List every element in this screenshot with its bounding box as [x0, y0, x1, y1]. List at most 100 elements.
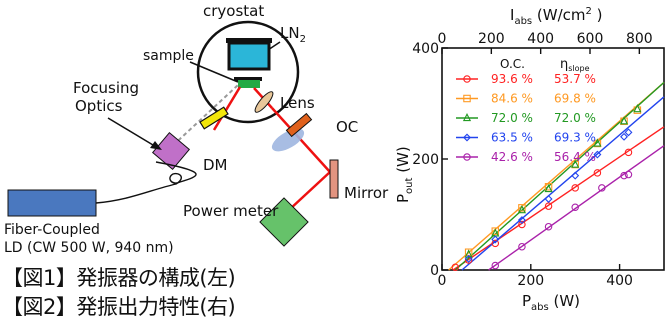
legend-eta-value: 53.7 % [554, 72, 596, 86]
legend-swatch-marker [463, 75, 471, 83]
series-fit-line-2 [448, 81, 665, 271]
laser-setup-diagram: cryostat LN2 sample DM Lens OC Mirror Po… [4, 2, 389, 256]
focusing-leader [107, 117, 159, 149]
ld-label-1: Fiber-Coupled [4, 222, 100, 238]
legend-header-eta: ηslope [560, 57, 590, 73]
x-tick-label: 0 [438, 273, 447, 289]
series-1-point [451, 263, 460, 271]
series-1-point [624, 148, 633, 157]
output-coupler-lens [271, 128, 305, 152]
y-tick-label: 0 [430, 263, 439, 279]
cryostat-label: cryostat [203, 2, 264, 20]
series-fit-line-4 [461, 96, 665, 271]
focusing-optics-label-1: Focusing [73, 79, 139, 97]
sample-chip [238, 80, 260, 88]
series-2-point [491, 227, 500, 235]
legend-oc-value: 63.5 % [491, 131, 533, 145]
top-tick-label: 800 [626, 31, 653, 47]
series-3-point [571, 159, 580, 168]
legend-swatch-marker [463, 153, 471, 161]
ln2-leader [267, 41, 281, 51]
legend-swatch-marker [462, 112, 472, 122]
dichroic-mirror [199, 106, 229, 130]
series-1-point [544, 202, 553, 210]
series-1-point [518, 220, 526, 229]
legend-oc-value: 84.6 % [491, 92, 533, 106]
series-fit-line-5 [488, 145, 665, 271]
legend-header-oc: O.C. [500, 57, 525, 71]
legend-eta-value: 69.8 % [554, 92, 596, 106]
series-fit-line-1 [452, 126, 665, 271]
series-3-point [464, 249, 473, 258]
series-4-point [544, 194, 553, 203]
x-axis-label: Pabs (W) [522, 292, 580, 313]
legend-eta-value: 69.3 % [554, 131, 596, 145]
y-tick-label: 200 [412, 152, 439, 168]
focusing-optics [151, 131, 191, 171]
output-coupler [285, 112, 313, 138]
top-axis-label: Iabs (W/cm2 ) [510, 6, 603, 27]
top-tick-label: 600 [577, 31, 604, 47]
series-5-point [598, 184, 606, 192]
lens-label: Lens [280, 94, 315, 112]
y-axis-label: Pout (W) [394, 146, 415, 203]
series-3-point [633, 104, 642, 113]
ln2-reservoir [227, 41, 271, 71]
series-5-point [491, 261, 500, 270]
series-3-point [517, 205, 527, 214]
sample-leader [189, 61, 239, 83]
ln2-label: LN2 [280, 24, 306, 45]
series-4-point [491, 235, 500, 244]
oc-label: OC [336, 118, 358, 136]
ld-label-2: LD (CW 500 W, 940 nm) [4, 240, 174, 256]
figure-1-caption: 【図1】発振器の構成(左) [2, 266, 236, 290]
series-4-point [624, 128, 633, 137]
dm-label: DM [203, 156, 228, 174]
top-tick-label: 200 [478, 31, 505, 47]
focusing-leader-arrow [150, 141, 162, 150]
top-tick-label: 0 [438, 31, 447, 47]
cavity-beam-3 [271, 107, 331, 173]
series-3-point [593, 138, 602, 147]
cryostat-mount [226, 38, 272, 43]
series-4-point [593, 150, 602, 159]
series-2-point [544, 183, 553, 191]
optical-fiber [95, 161, 197, 204]
legend-swatch-marker [463, 133, 471, 142]
sample-label: sample [143, 48, 194, 64]
sample-holder [234, 77, 262, 81]
series-4-point [517, 216, 526, 225]
laser-diode [7, 189, 97, 217]
focusing-optics-label-2: Optics [75, 97, 123, 115]
series-5-point [518, 242, 526, 251]
figure-2-caption: 【図2】発振出力特性(右) [2, 295, 236, 319]
series-1-point [593, 169, 602, 177]
legend-oc-value: 42.6 % [491, 150, 533, 164]
series-5-point [624, 170, 633, 179]
mirror-label: Mirror [344, 184, 389, 202]
legend-eta-value: 56.4 % [554, 150, 596, 164]
power-meter [259, 197, 309, 247]
series-4-point [464, 254, 473, 263]
series-5-point [571, 203, 579, 212]
power-meter-label: Power meter [183, 202, 279, 220]
series-4-point [571, 171, 580, 180]
lens [254, 91, 274, 113]
series-3-point [619, 116, 629, 125]
cavity-beam-1 [212, 86, 242, 131]
pump-beam [167, 84, 239, 151]
x-tick-label: 200 [517, 273, 544, 289]
series-3-point [544, 183, 553, 193]
series-2-point [633, 106, 642, 114]
series-fit-line-3 [454, 81, 665, 271]
series-1-point [491, 239, 500, 248]
series-5-point [620, 171, 628, 180]
legend-swatch-marker [463, 94, 471, 103]
series-5-point [544, 222, 553, 231]
y-tick-label: 400 [412, 41, 439, 57]
fold-mirror [329, 159, 339, 199]
series-4-point [620, 132, 629, 141]
plot-frame [441, 47, 665, 271]
top-tick-label: 400 [527, 31, 554, 47]
